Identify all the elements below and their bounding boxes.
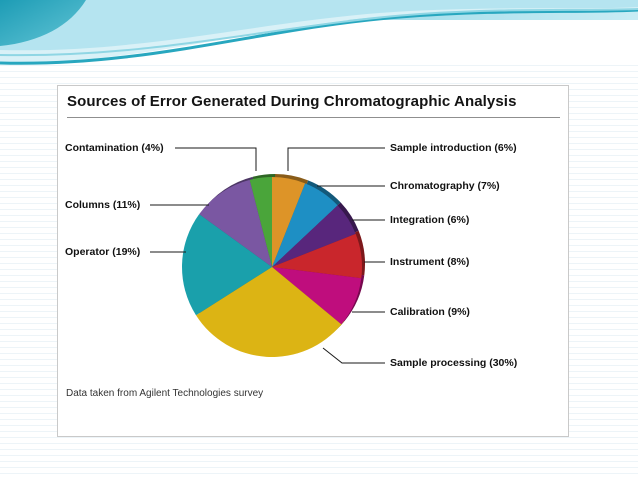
wave-corner-blob (0, 0, 86, 46)
pie-slice-contamination (249, 177, 272, 267)
source-note: Data taken from Agilent Technologies sur… (66, 388, 264, 399)
header-wave-decoration (0, 0, 638, 65)
leader-line-contamination (175, 147, 257, 171)
leader-line-sample-processing (322, 347, 385, 364)
pie-slice-calibration (272, 267, 362, 325)
pie-slice-columns (199, 179, 272, 267)
pie-slice-operator (182, 214, 272, 316)
leader-line-sample-introduction (287, 147, 385, 171)
wave-mid-layer (0, 0, 638, 51)
wave-accent-line-light (0, 8, 638, 57)
wave-accent-line (0, 8, 638, 65)
chart-title: Sources of Error Generated During Chroma… (67, 93, 560, 118)
pie-slice-chromatography (272, 183, 338, 267)
pie-slice-sample-introduction (272, 177, 306, 267)
pie-slice-instrument (272, 233, 362, 279)
pie-slice-sample-processing (196, 267, 342, 358)
pie-slice-integration (272, 205, 356, 267)
